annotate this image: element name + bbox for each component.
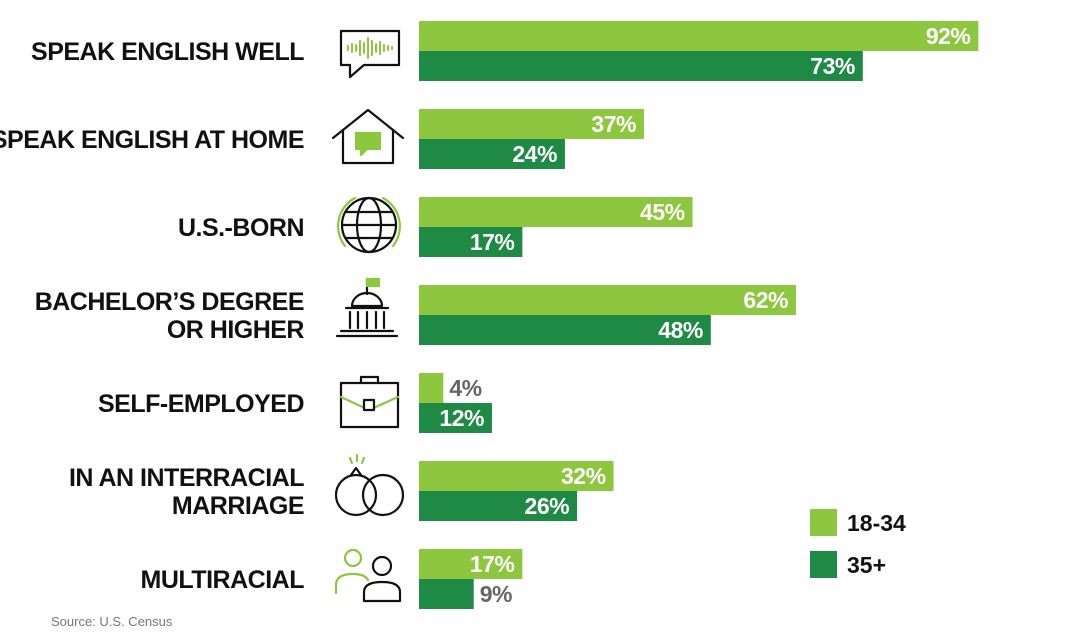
- bar-young: [419, 461, 614, 491]
- bar-older: [419, 51, 863, 81]
- category-label: BACHELOR’S DEGREE: [35, 288, 304, 316]
- bar-young: [419, 549, 523, 579]
- bar-value-label: 37%: [591, 111, 636, 137]
- briefcase-icon: [339, 375, 400, 429]
- category-label: MULTIRACIAL: [141, 566, 305, 594]
- bar-older: [419, 579, 474, 609]
- bar-value-label: 12%: [439, 405, 484, 431]
- bar-value-label: 73%: [810, 53, 855, 79]
- legend-label: 35+: [847, 552, 886, 578]
- bar-older: [419, 139, 565, 169]
- bar-value-label: 48%: [658, 317, 703, 343]
- bar-value-label: 24%: [512, 141, 557, 167]
- bar-value-label: 17%: [470, 551, 515, 577]
- icons-layer: [331, 29, 405, 603]
- source-note: Source: U.S. Census: [51, 614, 173, 629]
- bar-value-label: 17%: [470, 229, 515, 255]
- wedding-rings-icon: [334, 453, 405, 517]
- people-icon: [334, 548, 402, 603]
- legend: 18-34 35+: [810, 509, 906, 578]
- category-label: SPEAK ENGLISH AT HOME: [0, 126, 304, 154]
- bar-older: [419, 491, 578, 521]
- category-label: U.S.-BORN: [178, 214, 304, 242]
- bar-value-label: 62%: [743, 287, 788, 313]
- bar-value-label: 26%: [525, 493, 570, 519]
- bar-young: [419, 21, 979, 51]
- legend-swatch: [810, 509, 837, 536]
- category-labels: SPEAK ENGLISH WELL SPEAK ENGLISH AT HOME U…: [0, 38, 305, 594]
- legend-label: 18-34: [847, 510, 906, 536]
- bar-young: [419, 197, 693, 227]
- bar-value-label: 45%: [640, 199, 685, 225]
- legend-swatch: [810, 551, 837, 578]
- category-label: OR HIGHER: [167, 316, 305, 344]
- category-label: MARRIAGE: [172, 492, 304, 520]
- bar-young: [419, 373, 444, 403]
- category-label: SELF-EMPLOYED: [98, 390, 304, 418]
- bar-value-label: 9%: [480, 581, 512, 607]
- category-label: IN AN INTERRACIAL: [69, 464, 304, 492]
- bar-young: [419, 285, 796, 315]
- globe-icon: [337, 196, 401, 254]
- bars-layer: 92% 73% 37% 24% 45% 17% 62% 48% 4% 12% 32% 26% 17% 9%: [419, 21, 979, 609]
- bar-older: [419, 315, 711, 345]
- house-chat-icon: [331, 108, 405, 165]
- bar-older: [419, 403, 492, 433]
- bar-value-label: 32%: [561, 463, 606, 489]
- bar-young: [419, 109, 644, 139]
- bar-value-label: 92%: [926, 23, 971, 49]
- university-building-icon: [335, 277, 399, 338]
- speech-bubble-soundwave-icon: [339, 29, 401, 79]
- bar-older: [419, 227, 523, 257]
- bar-value-label: 4%: [449, 375, 481, 401]
- category-label: SPEAK ENGLISH WELL: [31, 38, 304, 66]
